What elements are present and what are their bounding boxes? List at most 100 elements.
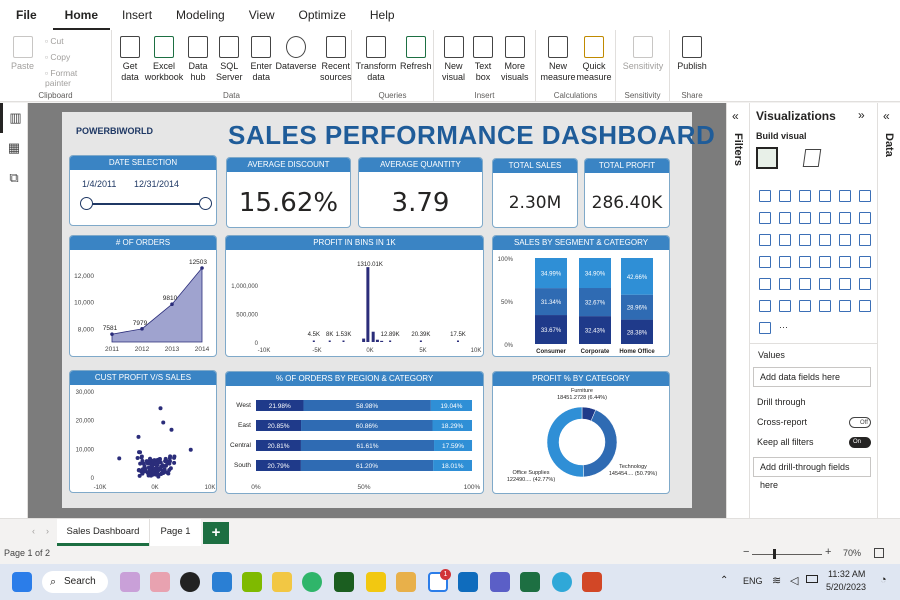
copy-button[interactable]: Copy bbox=[45, 52, 103, 62]
sql-server-button[interactable]: SQL Server bbox=[212, 32, 247, 102]
enter-data-button[interactable]: Enter data bbox=[247, 32, 277, 102]
scatter-icon[interactable] bbox=[799, 234, 811, 246]
recent-sources-button[interactable]: Recent sources bbox=[316, 32, 356, 102]
powerpoint-icon[interactable] bbox=[582, 572, 602, 592]
filled-map-icon[interactable] bbox=[779, 256, 791, 268]
expand-right-icon[interactable]: » bbox=[858, 108, 865, 122]
key-influencers-icon[interactable] bbox=[759, 300, 771, 312]
paginated-icon[interactable] bbox=[839, 300, 851, 312]
format-painter-button[interactable]: Format painter bbox=[45, 68, 103, 88]
qa-icon[interactable] bbox=[799, 300, 811, 312]
kpi-average-quantity[interactable]: AVERAGE QUANTITY 3.79 bbox=[358, 157, 483, 228]
paste-button[interactable]: Paste bbox=[4, 32, 41, 102]
kpi-icon[interactable] bbox=[759, 278, 771, 290]
model-view-icon[interactable]: ⧉ bbox=[9, 170, 19, 185]
get-data-button[interactable]: Get data bbox=[116, 32, 144, 102]
taskbar-date[interactable]: 5/20/2023 bbox=[826, 582, 867, 592]
menu-view[interactable]: View bbox=[248, 8, 275, 22]
data-label[interactable]: Data bbox=[883, 133, 895, 157]
data-pane-collapsed[interactable]: « Data bbox=[877, 103, 900, 518]
tab-scroll-left-icon[interactable]: ‹ bbox=[32, 526, 35, 536]
date-slider-start-handle[interactable] bbox=[80, 197, 93, 210]
map-icon[interactable] bbox=[759, 256, 771, 268]
menu-home[interactable]: Home bbox=[52, 0, 111, 30]
table-icon[interactable] bbox=[799, 278, 811, 290]
new-measure-button[interactable]: New measure bbox=[540, 32, 576, 102]
line-icon[interactable] bbox=[759, 212, 771, 224]
excel-app-icon[interactable] bbox=[520, 572, 540, 592]
tab-scroll-right-icon[interactable]: › bbox=[46, 526, 49, 536]
app-icon[interactable] bbox=[180, 572, 200, 592]
waterfall-icon[interactable] bbox=[759, 234, 771, 246]
fit-to-page-icon[interactable] bbox=[874, 548, 884, 558]
scatter-chart-card[interactable]: CUST PROFIT v/s SALES 30,000 20,000 10,000… bbox=[69, 370, 217, 493]
region-chart-card[interactable]: % OF ORDERS BY REGION & CATEGORY West 21.… bbox=[225, 371, 484, 494]
edge-icon[interactable] bbox=[552, 572, 572, 592]
add-data-fields-well[interactable]: Add data fields here bbox=[753, 367, 871, 387]
build-visual-icon[interactable] bbox=[756, 147, 778, 169]
pycharm-icon[interactable] bbox=[334, 572, 354, 592]
donut-icon[interactable] bbox=[839, 234, 851, 246]
refresh-app-icon[interactable] bbox=[302, 572, 322, 592]
transform-data-button[interactable]: Transform data bbox=[356, 32, 396, 102]
power-automate-icon[interactable] bbox=[759, 322, 771, 334]
refresh-button[interactable]: Refresh bbox=[396, 32, 436, 102]
language-indicator[interactable]: ENG bbox=[743, 576, 763, 586]
volume-icon[interactable]: ◁ bbox=[790, 575, 799, 587]
azure-map-icon[interactable] bbox=[799, 256, 811, 268]
outlook-icon[interactable] bbox=[458, 572, 478, 592]
add-page-button[interactable]: + bbox=[203, 522, 229, 544]
tools-icon[interactable] bbox=[396, 572, 416, 592]
filters-pane-collapsed[interactable]: « Filters bbox=[726, 103, 749, 518]
sensitivity-button[interactable]: Sensitivity bbox=[620, 32, 666, 102]
table-view-icon[interactable]: ▦ bbox=[7, 140, 21, 155]
python-visual-icon[interactable] bbox=[859, 278, 871, 290]
line-column-icon[interactable] bbox=[819, 212, 831, 224]
filters-label[interactable]: Filters bbox=[732, 133, 744, 167]
more-visuals-icon[interactable]: ··· bbox=[779, 322, 788, 332]
clustered-bar-icon[interactable] bbox=[799, 190, 811, 202]
wifi-icon[interactable]: ≋ bbox=[772, 575, 782, 587]
text-box-button[interactable]: Text box bbox=[469, 32, 497, 102]
keep-filters-toggle[interactable]: On bbox=[849, 437, 871, 448]
collapse-left-icon[interactable]: « bbox=[732, 109, 739, 123]
kpi-total-profit[interactable]: TOTAL PROFIT 286.40K bbox=[584, 158, 670, 228]
gauge-icon[interactable] bbox=[819, 256, 831, 268]
line-stacked-column-icon[interactable] bbox=[839, 212, 851, 224]
data-hub-button[interactable]: Data hub bbox=[184, 32, 212, 102]
stacked-area-icon[interactable] bbox=[799, 212, 811, 224]
report-view-icon[interactable]: ▥ bbox=[0, 103, 28, 133]
100-column-icon[interactable] bbox=[859, 190, 871, 202]
date-end[interactable]: 12/31/2014 bbox=[134, 179, 180, 189]
notifications-bell-icon[interactable]: ◔ bbox=[880, 574, 887, 586]
clustered-column-icon[interactable] bbox=[819, 190, 831, 202]
slicer-icon[interactable] bbox=[779, 278, 791, 290]
widgets-icon[interactable] bbox=[120, 572, 140, 592]
teams-icon[interactable] bbox=[490, 572, 510, 592]
donut-chart-card[interactable]: PROFIT % BY CATEGORY Furniture 18451.2728… bbox=[492, 371, 670, 494]
quick-measure-button[interactable]: Quick measure bbox=[576, 32, 612, 102]
zoom-in-button[interactable]: + bbox=[825, 546, 832, 558]
zoom-slider-track[interactable] bbox=[752, 554, 822, 555]
funnel-icon[interactable] bbox=[779, 234, 791, 246]
camtasia-icon[interactable] bbox=[242, 572, 262, 592]
collapse-data-icon[interactable]: « bbox=[883, 109, 890, 123]
date-slicer[interactable]: DATE SELECTION 1/4/2011 12/31/2014 bbox=[69, 155, 217, 226]
stacked-bar-icon[interactable] bbox=[759, 190, 771, 202]
smart-narrative-icon[interactable] bbox=[819, 300, 831, 312]
publish-button[interactable]: Publish bbox=[674, 32, 710, 102]
taskbar-time[interactable]: 11:32 AM bbox=[828, 569, 866, 579]
snipping-tool-icon[interactable] bbox=[150, 572, 170, 592]
add-drill-through-well[interactable]: Add drill-through fields here bbox=[753, 457, 871, 490]
kpi-total-sales[interactable]: TOTAL SALES 2.30M bbox=[492, 158, 578, 228]
date-slider-end-handle[interactable] bbox=[199, 197, 212, 210]
kpi-average-discount[interactable]: AVERAGE DISCOUNT 15.62% bbox=[226, 157, 351, 228]
menu-optimize[interactable]: Optimize bbox=[298, 8, 346, 22]
tab-sales-dashboard[interactable]: Sales Dashboard bbox=[57, 519, 149, 546]
menu-modeling[interactable]: Modeling bbox=[176, 8, 225, 22]
area-icon[interactable] bbox=[779, 212, 791, 224]
card-icon[interactable] bbox=[839, 256, 851, 268]
zoom-slider-thumb[interactable] bbox=[773, 549, 776, 559]
menu-file[interactable]: File bbox=[16, 8, 37, 22]
vscode-icon[interactable] bbox=[212, 572, 232, 592]
